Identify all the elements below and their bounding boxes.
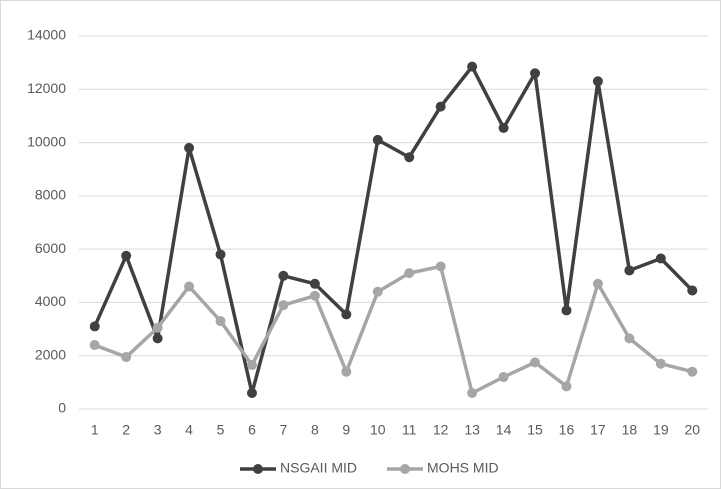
series-point — [89, 321, 100, 332]
series-point — [624, 333, 635, 344]
series-point — [341, 366, 352, 377]
x-tick-label: 17 — [590, 422, 606, 438]
series-point — [592, 278, 603, 289]
series-point — [435, 261, 446, 272]
series-point — [530, 357, 541, 368]
series-point — [498, 372, 509, 383]
legend-marker — [400, 464, 411, 474]
series-point — [89, 340, 100, 351]
x-tick-label: 13 — [464, 422, 480, 438]
series-line — [94, 264, 693, 395]
series-point — [687, 285, 698, 296]
series-point — [341, 309, 352, 320]
series-point — [467, 61, 478, 72]
x-tick-label: 11 — [402, 422, 417, 438]
x-tick-label: 20 — [684, 422, 700, 438]
x-tick-label: 12 — [433, 422, 449, 438]
series-point — [215, 316, 226, 327]
x-tick-label: 6 — [248, 422, 256, 438]
series-point — [309, 278, 320, 289]
x-tick-label: 8 — [311, 422, 319, 438]
y-tick-label: 8000 — [35, 187, 66, 203]
x-tick-label: 16 — [559, 422, 575, 438]
series-point — [467, 388, 478, 399]
x-tick-label: 1 — [91, 422, 99, 438]
legend-label: NSGAII MID — [280, 460, 357, 476]
series-point — [655, 253, 666, 264]
series-point — [278, 300, 289, 311]
x-tick-label: 2 — [122, 422, 130, 438]
x-tick-label: 4 — [185, 422, 193, 438]
x-tick-label: 15 — [527, 422, 543, 438]
x-tick-label: 14 — [496, 422, 512, 438]
series-point — [655, 358, 666, 369]
series-point — [184, 142, 195, 153]
x-tick-label: 7 — [280, 422, 288, 438]
y-tick-label: 10000 — [27, 133, 66, 149]
series-point — [624, 265, 635, 276]
series-point — [278, 270, 289, 281]
y-tick-label: 2000 — [35, 346, 66, 362]
series-point — [561, 305, 572, 316]
series-point — [372, 286, 383, 297]
x-tick-label: 9 — [342, 422, 350, 438]
y-tick-label: 14000 — [27, 27, 66, 43]
x-tick-label: 18 — [622, 422, 638, 438]
series-point — [152, 322, 163, 333]
series-point — [435, 101, 446, 112]
series-point — [152, 333, 163, 344]
series-point — [309, 290, 320, 301]
x-tick-label: 3 — [154, 422, 162, 438]
series-point — [687, 366, 698, 377]
series-point — [372, 134, 383, 145]
series-point — [561, 381, 572, 392]
series-point — [215, 249, 226, 260]
series-point — [498, 122, 509, 133]
y-tick-label: 0 — [58, 400, 66, 416]
series-point — [246, 388, 257, 399]
series-point — [404, 152, 415, 163]
y-tick-label: 6000 — [35, 240, 66, 256]
series-point — [530, 68, 541, 79]
series-point — [121, 250, 132, 261]
series-point — [121, 352, 132, 363]
series-line — [93, 64, 694, 395]
series-point — [404, 268, 415, 279]
legend-marker — [253, 464, 263, 474]
y-tick-label: 12000 — [27, 80, 66, 96]
x-tick-label: 10 — [370, 422, 386, 438]
series-point — [184, 281, 195, 292]
series-point — [246, 360, 257, 371]
series-point — [592, 76, 603, 87]
legend-label: MOHS MID — [427, 460, 499, 476]
x-tick-label: 5 — [217, 422, 225, 438]
y-tick-label: 4000 — [35, 293, 66, 309]
x-tick-label: 19 — [653, 422, 669, 438]
